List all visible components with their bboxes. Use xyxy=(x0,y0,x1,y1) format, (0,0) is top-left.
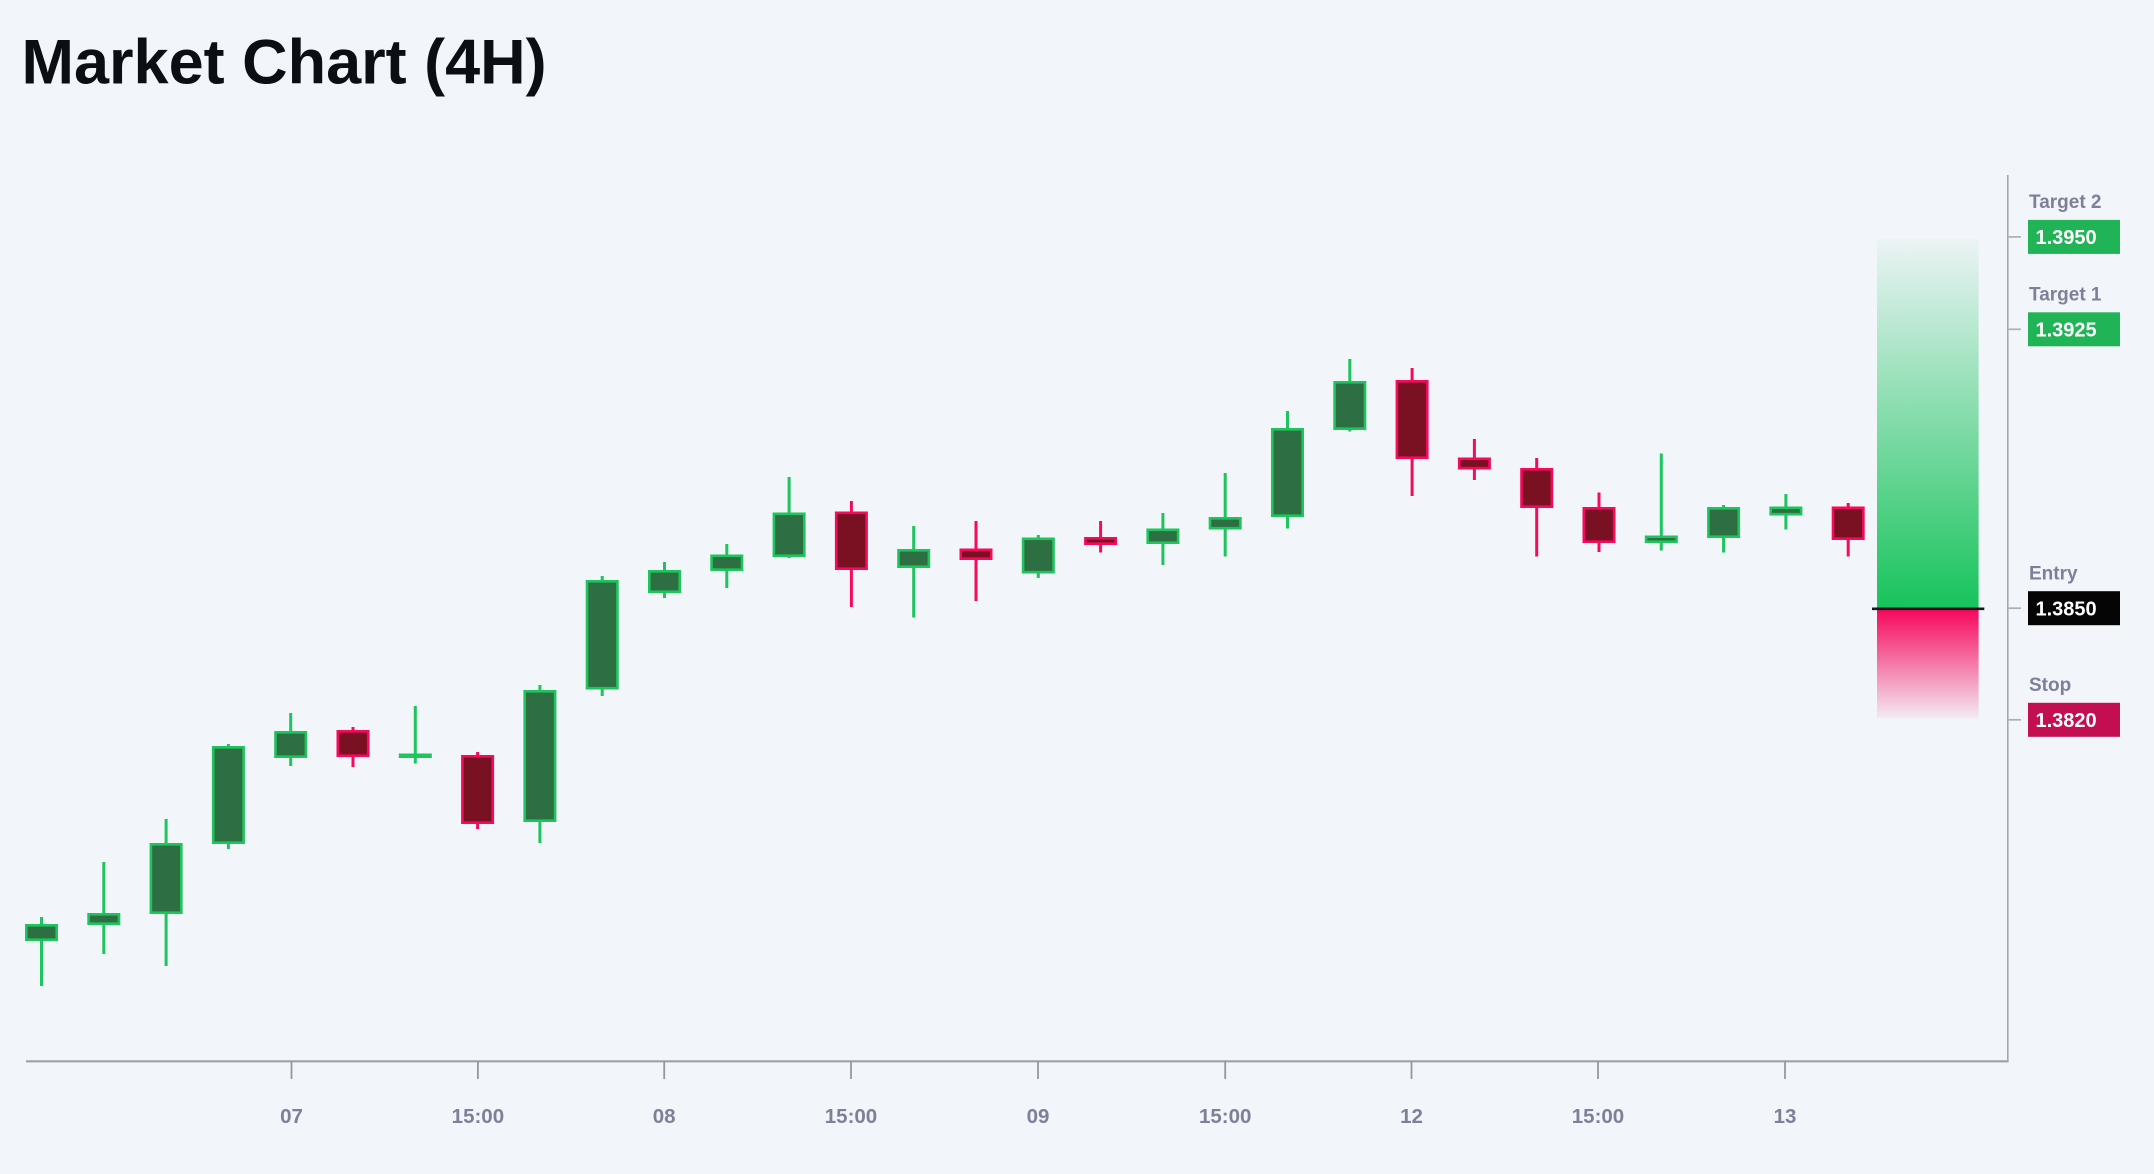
svg-text:15:00: 15:00 xyxy=(1572,1105,1624,1128)
svg-text:1.3925: 1.3925 xyxy=(2036,320,2097,342)
svg-text:1.3950: 1.3950 xyxy=(2036,227,2097,249)
svg-text:Target 1: Target 1 xyxy=(2029,285,2102,306)
svg-text:09: 09 xyxy=(1027,1105,1050,1128)
svg-text:1.3850: 1.3850 xyxy=(2036,599,2097,621)
svg-text:Stop: Stop xyxy=(2029,675,2071,696)
svg-text:15:00: 15:00 xyxy=(825,1105,877,1128)
svg-text:13: 13 xyxy=(1774,1105,1797,1128)
svg-text:15:00: 15:00 xyxy=(1199,1105,1251,1128)
svg-text:1.3820: 1.3820 xyxy=(2036,710,2097,732)
svg-text:12: 12 xyxy=(1400,1105,1423,1128)
svg-text:Market Chart (4H): Market Chart (4H) xyxy=(22,28,547,98)
svg-text:07: 07 xyxy=(280,1105,303,1128)
svg-text:Target 2: Target 2 xyxy=(2029,192,2102,213)
svg-text:08: 08 xyxy=(653,1105,676,1128)
svg-text:15:00: 15:00 xyxy=(452,1105,504,1128)
svg-text:Entry: Entry xyxy=(2029,563,2078,584)
